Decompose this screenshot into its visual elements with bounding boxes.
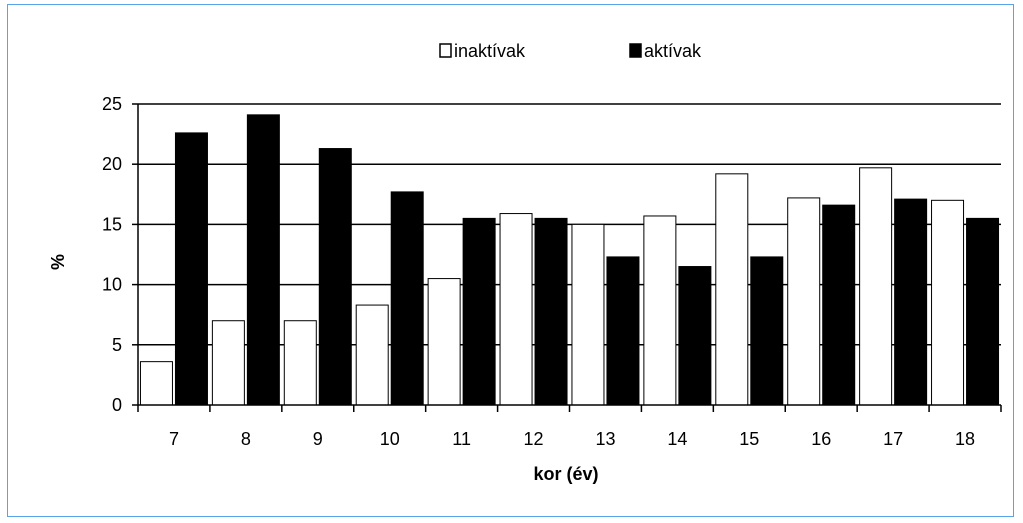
bar-inaktivak: [211, 320, 245, 406]
bar-aktivak: [822, 204, 856, 406]
bar-aktivak: [678, 266, 712, 406]
x-tick-label: 17: [883, 429, 903, 449]
bar-inaktivak: [283, 320, 317, 406]
bar-inaktivak: [355, 304, 389, 406]
legend-swatch-inaktivak: [439, 43, 452, 58]
bar-aktivak: [750, 256, 784, 406]
x-tick-label: 11: [452, 429, 471, 449]
bars: [139, 114, 1000, 406]
x-tick-label: 16: [811, 429, 831, 449]
x-tick-label: 14: [667, 429, 687, 449]
x-tick-labels: 7 8 9 10 11 12 13 14 15 16 17 18: [169, 429, 975, 449]
y-axis-title: %: [48, 254, 68, 270]
y-tick-label: 5: [112, 335, 122, 355]
x-tick-label: 10: [380, 429, 400, 449]
x-tick-label: 9: [313, 429, 323, 449]
y-tick-label: 10: [102, 275, 122, 295]
bar-aktivak: [534, 217, 568, 406]
bar-aktivak: [462, 217, 496, 406]
legend-label-aktivak: aktívak: [644, 41, 702, 61]
bar-inaktivak: [787, 197, 821, 406]
y-tick-labels: 0 5 10 15 20 25: [102, 94, 122, 415]
bar-aktivak: [246, 114, 280, 406]
bar-inaktivak: [139, 361, 173, 406]
bar-inaktivak: [859, 167, 893, 406]
bar-inaktivak: [715, 173, 749, 406]
bar-inaktivak: [643, 215, 677, 406]
y-tick-label: 25: [102, 94, 122, 114]
x-tick-label: 18: [955, 429, 975, 449]
x-tick-label: 13: [595, 429, 615, 449]
x-tick-label: 12: [524, 429, 544, 449]
bar-inaktivak: [427, 278, 461, 406]
x-tick-label: 15: [739, 429, 759, 449]
bar-aktivak: [894, 198, 928, 406]
bar-inaktivak: [499, 213, 533, 406]
x-tick-label: 7: [169, 429, 179, 449]
y-tick-label: 15: [102, 214, 122, 234]
bar-aktivak: [318, 148, 352, 406]
gridlines: [132, 103, 1001, 406]
x-tick-label: 8: [241, 429, 251, 449]
bar-inaktivak: [571, 223, 605, 406]
legend-label-inaktivak: inaktívak: [454, 41, 526, 61]
axes: [137, 104, 1002, 412]
legend-swatch-aktivak: [629, 43, 642, 58]
bar-aktivak: [966, 217, 1000, 406]
y-tick-label: 0: [112, 395, 122, 415]
legend: inaktívak aktívak: [439, 41, 702, 61]
bar-aktivak: [606, 256, 640, 406]
bar-inaktivak: [931, 199, 965, 406]
y-tick-label: 20: [102, 154, 122, 174]
x-axis-title: kor (év): [533, 464, 598, 484]
bar-aktivak: [174, 132, 208, 406]
bar-aktivak: [390, 191, 424, 406]
